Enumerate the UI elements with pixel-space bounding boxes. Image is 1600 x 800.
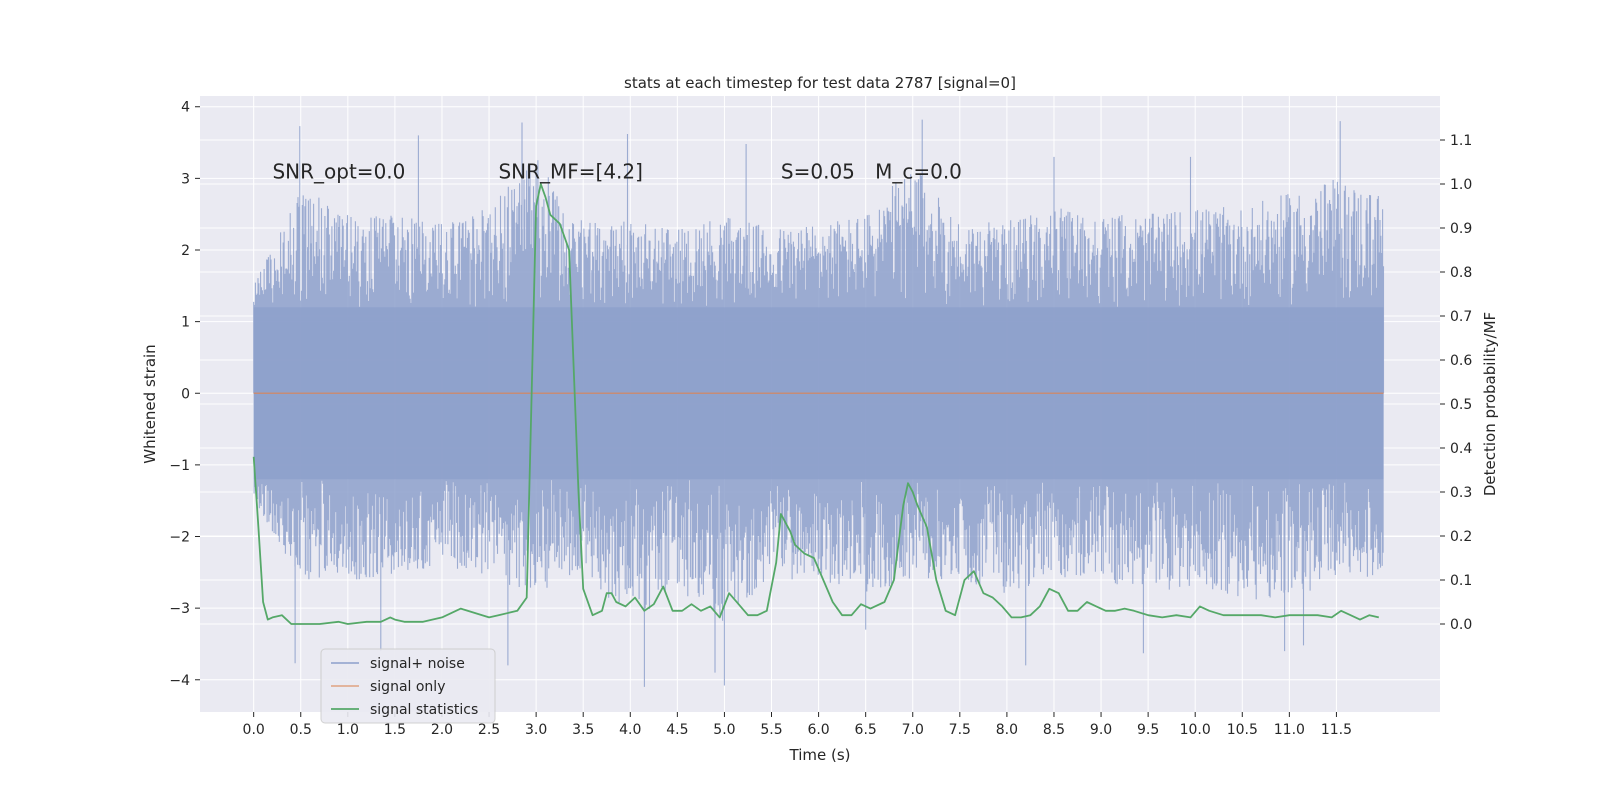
x-tick-label: 11.5 xyxy=(1321,722,1352,738)
x-tick-label: 3.5 xyxy=(572,722,594,738)
x-tick-label: 2.5 xyxy=(478,722,500,738)
x-tick-label: 5.5 xyxy=(760,722,782,738)
x-tick-label: 1.0 xyxy=(337,722,359,738)
x-tick-label: 6.5 xyxy=(855,722,877,738)
annotation-mc-value: M_c=0.0 xyxy=(875,159,962,183)
y-tick-label: 2 xyxy=(181,243,190,259)
x-tick-label: 7.0 xyxy=(902,722,924,738)
x-tick-label: 1.5 xyxy=(384,722,406,738)
chart-title: stats at each timestep for test data 278… xyxy=(624,74,1016,92)
noise-strokes xyxy=(253,119,1385,687)
legend: signal+ noise signal only signal statist… xyxy=(320,648,496,724)
y-tick-label: −2 xyxy=(169,530,190,546)
y-right-tick-label: 0.7 xyxy=(1450,309,1472,325)
x-tick-label: 3.0 xyxy=(525,722,547,738)
y-tick-label: 3 xyxy=(181,171,190,187)
y-right-tick-label: 0.2 xyxy=(1450,529,1472,545)
y-tick-label: −4 xyxy=(169,673,190,689)
y-tick-label: −1 xyxy=(169,458,190,474)
y-axis-label: Whitened strain xyxy=(141,344,159,463)
x-tick-label: 8.5 xyxy=(1043,722,1065,738)
y-right-tick-label: 0.6 xyxy=(1450,353,1472,369)
annotation-snr-mf: SNR_MF=[4.2] xyxy=(498,159,642,183)
y-right-tick-label: 1.1 xyxy=(1450,133,1472,149)
annotation-s-value: S=0.05 xyxy=(781,159,855,183)
x-tick-label: 8.0 xyxy=(996,722,1018,738)
x-tick-label: 0.5 xyxy=(290,722,312,738)
statistics-line xyxy=(252,183,1380,625)
x-tick-label: 10.0 xyxy=(1180,722,1211,738)
x-tick-label: 11.0 xyxy=(1274,722,1305,738)
x-axis-label: Time (s) xyxy=(789,746,851,764)
x-tick-label: 4.0 xyxy=(619,722,641,738)
y-right-tick-label: 0.1 xyxy=(1450,573,1472,589)
x-tick-label: 6.0 xyxy=(807,722,829,738)
annotations: SNR_opt=0.0 SNR_MF=[4.2] S=0.05 M_c=0.0 xyxy=(272,159,961,183)
annotation-snr-opt: SNR_opt=0.0 xyxy=(272,159,405,183)
legend-label-noise: signal+ noise xyxy=(370,656,465,672)
signal-statistics-series xyxy=(252,183,1380,625)
x-tick-label: 9.0 xyxy=(1090,722,1112,738)
y-right-tick-label: 0.0 xyxy=(1450,617,1472,633)
y-right-tick-label: 0.5 xyxy=(1450,397,1472,413)
y-right-tick-label: 1.0 xyxy=(1450,177,1472,193)
x-tick-label: 0.0 xyxy=(243,722,265,738)
axis-ticks: 0.0 0.5 1.0 1.5 2.0 2.5 3.0 3.5 4.0 4.5 5.0 5.5 6.0 6… xyxy=(169,100,1472,738)
y-right-tick-label: 0.3 xyxy=(1450,485,1472,501)
legend-label-signal: signal only xyxy=(370,679,445,695)
y-tick-label: 4 xyxy=(181,100,190,116)
y-axis-right-label: Detection probability/MF xyxy=(1481,312,1499,496)
y-tick-label: 1 xyxy=(181,315,190,331)
legend-box xyxy=(320,648,496,724)
x-tick-label: 10.5 xyxy=(1227,722,1258,738)
y-right-tick-label: 0.8 xyxy=(1450,265,1472,281)
x-tick-label: 7.5 xyxy=(949,722,971,738)
x-tick-label: 9.5 xyxy=(1137,722,1159,738)
x-tick-label: 4.5 xyxy=(666,722,688,738)
y-tick-label: −3 xyxy=(169,601,190,617)
y-right-tick-label: 0.9 xyxy=(1450,221,1472,237)
y-tick-label: 0 xyxy=(181,386,190,402)
x-tick-label: 5.0 xyxy=(713,722,735,738)
y-right-tick-label: 0.4 xyxy=(1450,441,1472,457)
legend-label-statistics: signal statistics xyxy=(370,702,478,718)
x-tick-label: 2.0 xyxy=(431,722,453,738)
